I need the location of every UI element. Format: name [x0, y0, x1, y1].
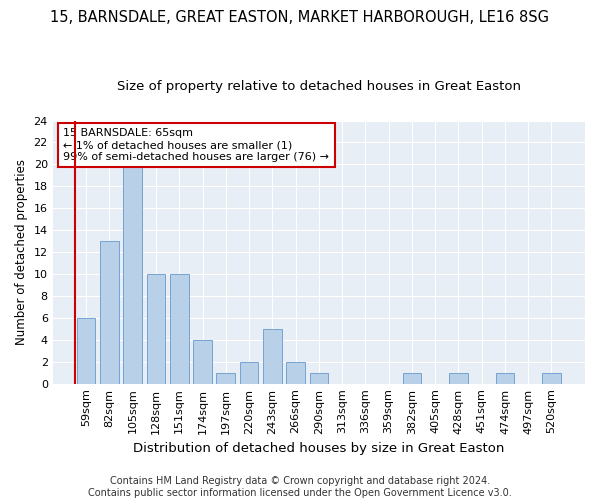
Bar [170, 274, 188, 384]
Text: 15 BARNSDALE: 65sqm
← 1% of detached houses are smaller (1)
99% of semi-detached: 15 BARNSDALE: 65sqm ← 1% of detached hou… [64, 128, 329, 162]
Bar [310, 372, 328, 384]
Bar [77, 318, 95, 384]
Bar [146, 274, 165, 384]
Bar [542, 372, 561, 384]
Bar [263, 329, 281, 384]
Bar [100, 241, 119, 384]
Bar [496, 372, 514, 384]
Bar [124, 164, 142, 384]
Bar [286, 362, 305, 384]
Title: Size of property relative to detached houses in Great Easton: Size of property relative to detached ho… [117, 80, 521, 93]
Bar [449, 372, 468, 384]
Bar [403, 372, 421, 384]
Text: 15, BARNSDALE, GREAT EASTON, MARKET HARBOROUGH, LE16 8SG: 15, BARNSDALE, GREAT EASTON, MARKET HARB… [50, 10, 550, 25]
X-axis label: Distribution of detached houses by size in Great Easton: Distribution of detached houses by size … [133, 442, 505, 455]
Bar [193, 340, 212, 384]
Bar [217, 372, 235, 384]
Text: Contains HM Land Registry data © Crown copyright and database right 2024.
Contai: Contains HM Land Registry data © Crown c… [88, 476, 512, 498]
Y-axis label: Number of detached properties: Number of detached properties [15, 159, 28, 345]
Bar [240, 362, 259, 384]
